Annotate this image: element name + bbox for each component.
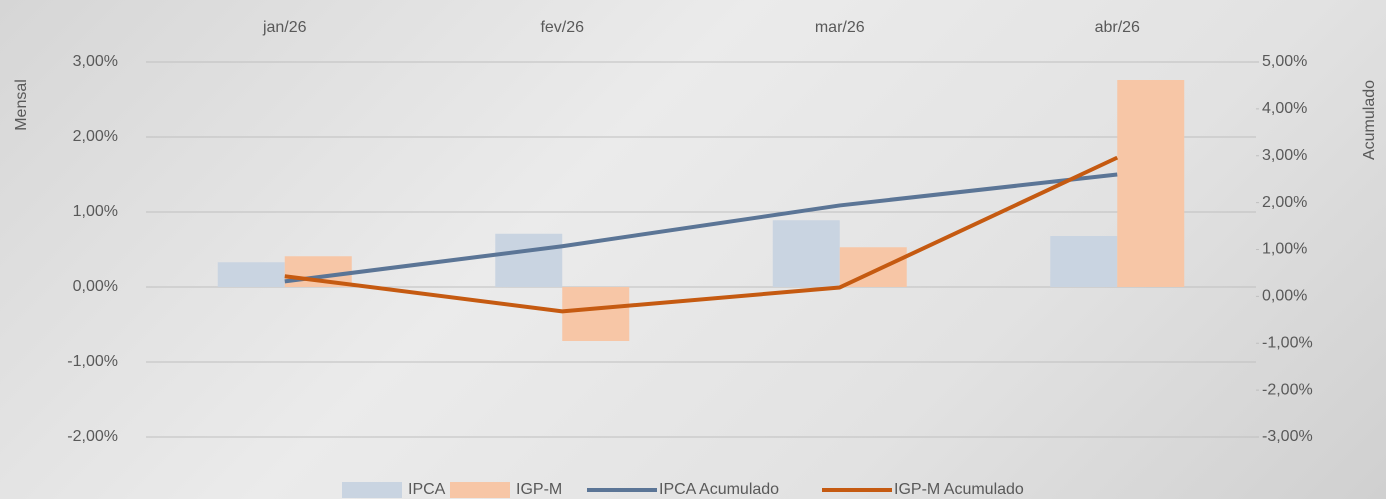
bar xyxy=(495,234,562,287)
bar xyxy=(773,220,840,287)
line xyxy=(285,175,1118,282)
y-tick-label: 2,00% xyxy=(73,128,118,145)
y-tick-label: 1,00% xyxy=(73,203,118,220)
y-tick-label: -2,00% xyxy=(67,428,118,445)
y2-tick-label: 4,00% xyxy=(1262,100,1307,117)
y-tick-label: 0,00% xyxy=(73,278,118,295)
chart: Mensal Acumulado -2,00% -1,00% 0,00% 1,00% 2… xyxy=(0,0,1386,499)
bar xyxy=(562,287,629,341)
y2-tick-label: 1,00% xyxy=(1262,241,1307,258)
y-tick-label: 3,00% xyxy=(73,53,118,70)
line xyxy=(285,158,1118,312)
x-tick-label: fev/26 xyxy=(540,19,584,36)
x-tick-label: mar/26 xyxy=(815,19,865,36)
x-tick-label: abr/26 xyxy=(1095,19,1140,36)
legend-swatch xyxy=(342,482,402,498)
y2-tick-label: 2,00% xyxy=(1262,194,1307,211)
y2-tick-label: -1,00% xyxy=(1262,334,1313,351)
y-axis-title: Mensal xyxy=(13,79,30,131)
legend-label: IPCA Acumulado xyxy=(659,481,779,498)
y-tick-label: -1,00% xyxy=(67,353,118,370)
x-tick-label: jan/26 xyxy=(262,19,307,36)
legend-label: IPCA xyxy=(408,481,446,498)
y2-tick-label: 0,00% xyxy=(1262,288,1307,305)
y2-axis-title: Acumulado xyxy=(1361,80,1378,160)
legend-label: IGP-M xyxy=(516,481,562,498)
y2-tick-label: 5,00% xyxy=(1262,53,1307,70)
legend-label: IGP-M Acumulado xyxy=(894,481,1024,498)
y2-tick-label: 3,00% xyxy=(1262,147,1307,164)
bar xyxy=(218,262,285,287)
y2-tick-label: -3,00% xyxy=(1262,428,1313,445)
bar xyxy=(1050,236,1117,287)
bar xyxy=(1117,80,1184,287)
legend-swatch xyxy=(450,482,510,498)
y2-tick-label: -2,00% xyxy=(1262,381,1313,398)
